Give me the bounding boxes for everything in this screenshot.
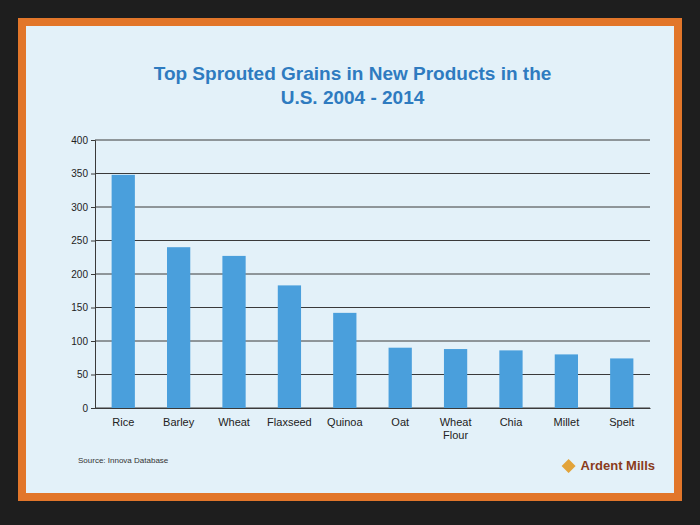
- y-tick-mark: [91, 174, 95, 175]
- y-tick-label: 300: [71, 202, 88, 213]
- y-tick: 150: [71, 302, 95, 313]
- bars: [112, 175, 634, 408]
- grid-line: [95, 240, 650, 241]
- x-axis: RiceBarleyWheatFlaxseedQuinoaOatWheatFlo…: [96, 409, 651, 442]
- y-tick: 50: [77, 369, 95, 380]
- bar: [555, 354, 578, 408]
- y-tick-label: 350: [71, 168, 88, 179]
- bar: [444, 349, 467, 408]
- slide: [22, 22, 678, 497]
- x-tick-label: Oat: [391, 416, 409, 428]
- brand-logo-icon: [562, 459, 576, 473]
- bar: [610, 358, 633, 408]
- x-tick-label: WheatFlour: [440, 416, 472, 441]
- y-tick: 400: [71, 135, 95, 146]
- y-tick-mark: [91, 341, 95, 342]
- grid: [95, 140, 650, 408]
- bar: [278, 285, 301, 408]
- brand-logo-text: Ardent Mills: [581, 458, 655, 473]
- y-tick-label: 0: [82, 403, 88, 414]
- x-tick: Rice: [112, 416, 134, 428]
- y-tick: 300: [71, 202, 95, 213]
- x-tick: Millet: [554, 416, 580, 428]
- x-tick: Chia: [500, 416, 524, 428]
- x-tick: Flaxseed: [267, 416, 312, 428]
- y-tick: 100: [71, 336, 95, 347]
- x-tick: WheatFlour: [440, 416, 472, 441]
- y-tick-label: 150: [71, 302, 88, 313]
- y-tick-mark: [91, 308, 95, 309]
- x-tick-label: Millet: [554, 416, 580, 428]
- bar: [222, 256, 245, 408]
- y-tick-mark: [91, 140, 95, 141]
- chart-title-line: Top Sprouted Grains in New Products in t…: [154, 63, 552, 84]
- source-note: Source: Innova Database: [78, 456, 169, 465]
- x-tick-label: Barley: [163, 416, 195, 428]
- y-tick-mark: [91, 241, 95, 242]
- chart-title-line: U.S. 2004 - 2014: [281, 87, 425, 108]
- x-tick-label: Quinoa: [327, 416, 363, 428]
- y-tick: 200: [71, 269, 95, 280]
- y-tick-label: 400: [71, 135, 88, 146]
- y-tick-label: 100: [71, 336, 88, 347]
- grid-line: [95, 207, 650, 208]
- x-axis-line: [96, 408, 651, 409]
- x-tick: Barley: [163, 416, 195, 428]
- grid-line: [95, 173, 650, 174]
- y-axis: 0 50 100 150 200 250 300 350 400: [71, 135, 95, 414]
- bar: [112, 175, 135, 408]
- x-tick-label: Rice: [112, 416, 134, 428]
- x-tick: Wheat: [218, 416, 250, 428]
- x-tick-label: Chia: [500, 416, 524, 428]
- y-tick-label: 50: [77, 369, 89, 380]
- x-tick-label: Wheat: [218, 416, 250, 428]
- x-tick: Spelt: [609, 416, 634, 428]
- bar: [167, 247, 190, 408]
- chart-title: Top Sprouted Grains in New Products in t…: [154, 63, 552, 108]
- chart-container: Top Sprouted Grains in New Products in t…: [0, 0, 700, 525]
- y-tick-mark: [91, 375, 95, 376]
- y-tick-mark: [91, 408, 95, 409]
- x-tick-label: Spelt: [609, 416, 634, 428]
- y-tick-mark: [91, 274, 95, 275]
- y-tick: 0: [82, 403, 95, 414]
- y-tick: 250: [71, 235, 95, 246]
- x-tick-label-line: Flour: [443, 429, 468, 441]
- y-tick-label: 200: [71, 269, 88, 280]
- x-tick: Oat: [391, 416, 409, 428]
- y-tick-mark: [91, 207, 95, 208]
- y-axis-line: [91, 141, 96, 409]
- bar: [389, 348, 412, 408]
- x-tick: Quinoa: [327, 416, 363, 428]
- chart-svg: Top Sprouted Grains in New Products in t…: [0, 0, 700, 525]
- bar: [499, 350, 522, 408]
- bar: [333, 313, 356, 408]
- background: [0, 0, 700, 525]
- grid-line: [95, 140, 650, 141]
- y-tick-label: 250: [71, 235, 88, 246]
- y-tick: 350: [71, 168, 95, 179]
- x-tick-label-line: Wheat: [440, 416, 472, 428]
- x-tick-label: Flaxseed: [267, 416, 312, 428]
